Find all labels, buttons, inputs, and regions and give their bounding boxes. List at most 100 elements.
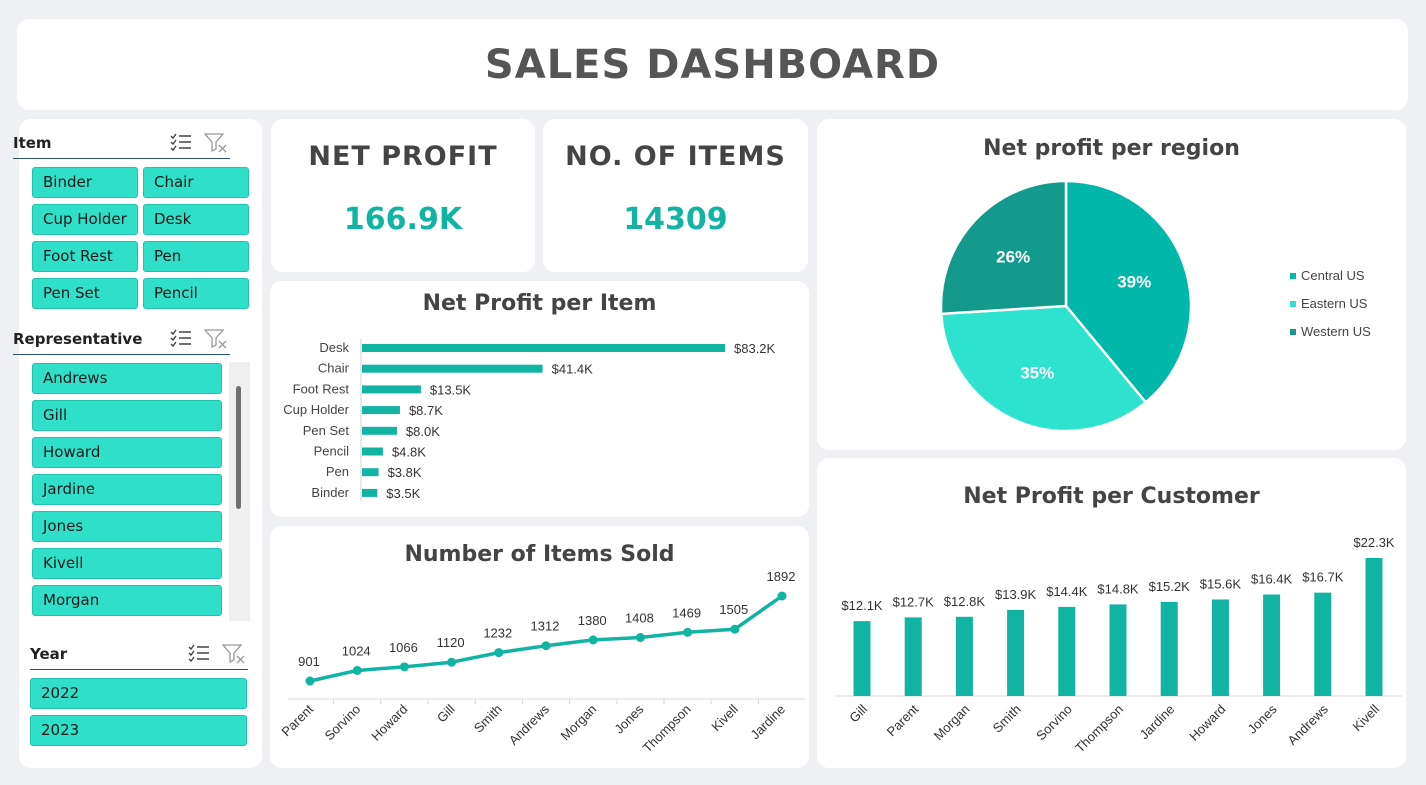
customer-xtick-smith: Smith [990, 702, 1024, 736]
multi-select-icon[interactable] [170, 328, 192, 350]
page-title: SALES DASHBOARD [484, 41, 941, 88]
items-sold-label-parent: 901 [298, 654, 320, 669]
year-slicer-header: Year [30, 630, 248, 670]
customer-value-andrews: $16.7K [1302, 570, 1344, 585]
pie-label-western-us: 26% [996, 247, 1030, 266]
legend-swatch-central-us [1290, 273, 1296, 279]
items-sold-chart-panel: Number of Items Sold 901 Parent 1024 Sorvin… [270, 526, 809, 768]
rep-chip-jones[interactable]: Jones [32, 511, 222, 542]
item-label-desk: Desk [319, 340, 349, 355]
rep-chip-morgan[interactable]: Morgan [32, 585, 222, 616]
items-sold-label-jones: 1408 [625, 611, 654, 626]
items-sold-xtick-andrews: Andrews [506, 701, 553, 748]
customer-xtick-jardine: Jardine [1137, 702, 1178, 743]
items-sold-line [309, 594, 784, 683]
clear-filter-icon[interactable] [222, 643, 246, 665]
items-sold-point-andrews [541, 641, 551, 651]
rep-chip-andrews[interactable]: Andrews [32, 363, 222, 394]
region-pie-chart: 39% 35% 26% Central US Eastern US Western US [939, 179, 1371, 433]
item-chip-pencil[interactable]: Pencil [143, 278, 249, 309]
legend-label-central-us: Central US [1301, 268, 1365, 283]
item-value-binder: $3.5K [386, 486, 420, 501]
customer-xtick-sorvino: Sorvino [1033, 702, 1075, 744]
items-sold-label-howard: 1066 [389, 640, 418, 655]
legend-swatch-eastern-us [1290, 301, 1296, 307]
region-pie-title: Net profit per region [983, 136, 1240, 161]
rep-chip-jardine[interactable]: Jardine [32, 474, 222, 505]
year-chip-2023[interactable]: 2023 [30, 715, 247, 746]
customer-xtick-howard: Howard [1186, 702, 1228, 744]
multi-select-icon[interactable] [188, 643, 210, 665]
pie-label-eastern-us: 35% [1020, 364, 1054, 383]
item-chip-binder[interactable]: Binder [32, 167, 138, 198]
item-slicer-header: Item [13, 119, 230, 159]
item-chip-foot-rest[interactable]: Foot Rest [32, 241, 138, 272]
items-sold-point-parent [305, 676, 315, 686]
net-profit-value: 166.9K [343, 202, 463, 237]
items-sold-xtick-sorvino: Sorvino [322, 702, 364, 744]
clear-filter-icon[interactable] [204, 328, 228, 350]
year-chip-2022[interactable]: 2022 [30, 678, 247, 709]
items-sold-xtick-parent: Parent [278, 701, 316, 739]
items-sold-point-kivell [730, 624, 740, 634]
customer-profit-chart: $12.1K Gill $12.7K Parent $12.8K Morgan $13.9K… [835, 535, 1402, 756]
item-value-chair: $41.4K [552, 362, 594, 377]
item-label-cup-holder: Cup Holder [283, 402, 349, 417]
rep-chip-kivell[interactable]: Kivell [32, 548, 222, 579]
representative-slicer-header: Representative [13, 315, 230, 355]
customer-xtick-kivell: Kivell [1350, 701, 1383, 734]
items-sold-xtick-jones: Jones [611, 701, 646, 736]
multi-select-icon[interactable] [170, 132, 192, 154]
item-slicer-title: Item [13, 134, 52, 152]
customer-value-sorvino: $14.4K [1046, 584, 1088, 599]
items-sold-xtick-howard: Howard [368, 702, 410, 744]
items-sold-xtick-smith: Smith [471, 702, 505, 736]
item-chip-chair[interactable]: Chair [143, 167, 249, 198]
items-sold-label-jardine: 1892 [767, 569, 796, 584]
items-sold-point-howard [399, 662, 409, 672]
item-value-pen-set: $8.0K [406, 424, 440, 439]
clear-filter-icon[interactable] [204, 132, 228, 154]
rep-chip-gill[interactable]: Gill [32, 400, 222, 431]
item-value-foot-rest: $13.5K [430, 382, 472, 397]
customer-bar-jardine [1160, 601, 1178, 696]
customer-value-smith: $13.9K [995, 587, 1037, 602]
customer-bar-jones [1263, 594, 1281, 696]
items-count-card: NO. OF ITEMS 14309 [543, 119, 808, 272]
customer-xtick-parent: Parent [884, 701, 922, 739]
customer-profit-title: Net Profit per Customer [963, 484, 1260, 509]
item-chip-pen[interactable]: Pen [143, 241, 249, 272]
rep-chip-howard[interactable]: Howard [32, 437, 222, 468]
items-sold-point-thompson [683, 627, 693, 637]
customer-xtick-gill: Gill [846, 701, 870, 725]
legend-swatch-western-us [1290, 329, 1296, 335]
item-bar-pen-set [362, 426, 397, 435]
customer-bar-andrews [1314, 592, 1332, 696]
item-chip-desk[interactable]: Desk [143, 204, 249, 235]
item-chip-pen-set[interactable]: Pen Set [32, 278, 138, 309]
customer-bar-gill [853, 621, 871, 696]
item-value-pencil: $4.8K [392, 445, 426, 460]
customer-bar-kivell [1365, 558, 1383, 696]
customer-bar-parent [904, 617, 922, 696]
items-sold-chart-title: Number of Items Sold [404, 542, 675, 567]
items-sold-point-gill [447, 657, 457, 667]
items-sold-label-andrews: 1312 [531, 619, 560, 634]
items-sold-label-morgan: 1380 [578, 613, 607, 628]
pie-slice-eastern-us [939, 304, 1148, 433]
pie-slice-central-us [1064, 179, 1193, 405]
items-sold-point-jones [635, 633, 645, 643]
item-profit-chart: Desk $83.2K Chair $41.4K Foot Rest $13.5K Cup … [283, 339, 776, 501]
net-profit-card: NET PROFIT 166.9K [271, 119, 535, 272]
customer-xtick-jones: Jones [1245, 701, 1280, 736]
customer-xtick-morgan: Morgan [931, 702, 973, 744]
rep-scrollbar-thumb[interactable] [236, 386, 241, 509]
customer-bar-morgan [955, 616, 973, 696]
item-bar-pencil [362, 447, 383, 456]
item-label-chair: Chair [318, 361, 350, 376]
customer-value-kivell: $22.3K [1353, 535, 1395, 550]
items-sold-label-gill: 1120 [437, 635, 465, 650]
item-chip-cup-holder[interactable]: Cup Holder [32, 204, 138, 235]
item-bar-pen [362, 468, 379, 477]
item-label-pen: Pen [326, 464, 349, 479]
